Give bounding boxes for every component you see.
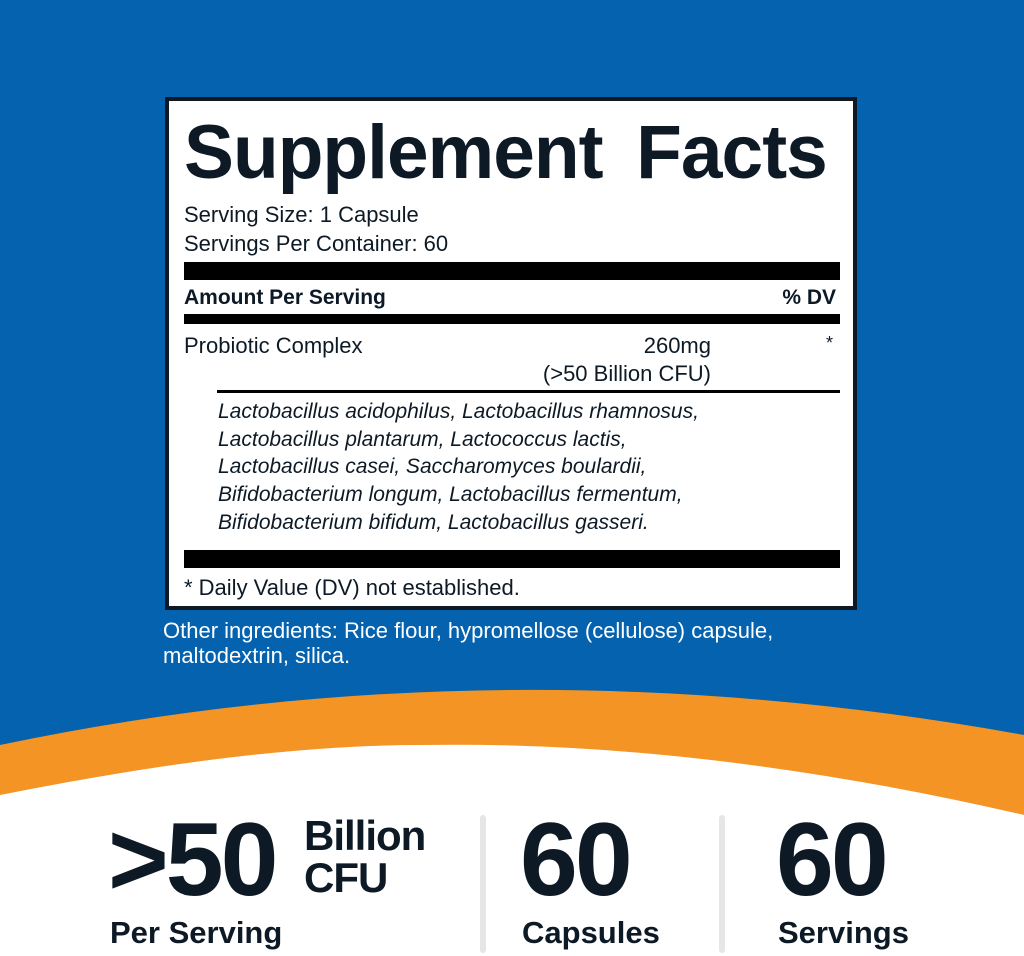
- white-area: [0, 744, 1024, 956]
- stat-caption: Servings: [778, 915, 909, 950]
- thin-divider: [217, 390, 840, 393]
- stat-divider: [719, 815, 725, 953]
- ingredient-name: Probiotic Complex: [184, 333, 363, 358]
- dv-header: % DV: [782, 286, 836, 309]
- other-ingredients: Other ingredients: Rice flour, hypromell…: [163, 618, 773, 668]
- medium-divider: [184, 314, 840, 324]
- other-ingredients-line: maltodextrin, silica.: [163, 643, 351, 668]
- ingredient-cfu: (>50 Billion CFU): [542, 361, 711, 386]
- stat-caption: Capsules: [522, 915, 660, 950]
- stat-unit: Billion: [304, 812, 426, 859]
- stat-value: 60: [520, 802, 633, 918]
- other-ingredients-line: Other ingredients: Rice flour, hypromell…: [163, 618, 774, 643]
- serving-size: Serving Size: 1 Capsule: [184, 202, 419, 227]
- stat-value: 60: [776, 802, 889, 918]
- amount-header: Amount Per Serving: [184, 286, 386, 309]
- strain-line: Lactobacillus plantarum, Lactococcus lac…: [218, 428, 627, 451]
- stat-caption: Per Serving: [110, 915, 283, 950]
- footnote: * Daily Value (DV) not established.: [184, 575, 520, 600]
- stat-unit: CFU: [304, 854, 388, 901]
- thick-divider: [184, 550, 840, 568]
- servings-per-container: Servings Per Container: 60: [184, 231, 449, 256]
- supplement-facts-panel: Supplement Facts Serving Size: 1 Capsule…: [165, 97, 857, 610]
- strain-line: Bifidobacterium bifidum, Lactobacillus g…: [218, 511, 649, 534]
- thick-divider: [184, 262, 840, 280]
- label-title: Supplement Facts: [184, 110, 828, 195]
- ingredient-dv: *: [825, 333, 833, 353]
- strain-line: Lactobacillus acidophilus, Lactobacillus…: [218, 400, 699, 423]
- strain-line: Lactobacillus casei, Saccharomyces boula…: [218, 455, 647, 478]
- ingredient-amount: 260mg: [643, 333, 711, 358]
- stat-divider: [480, 815, 486, 953]
- stat-value: >50: [108, 802, 278, 918]
- strain-line: Bifidobacterium longum, Lactobacillus fe…: [218, 483, 683, 506]
